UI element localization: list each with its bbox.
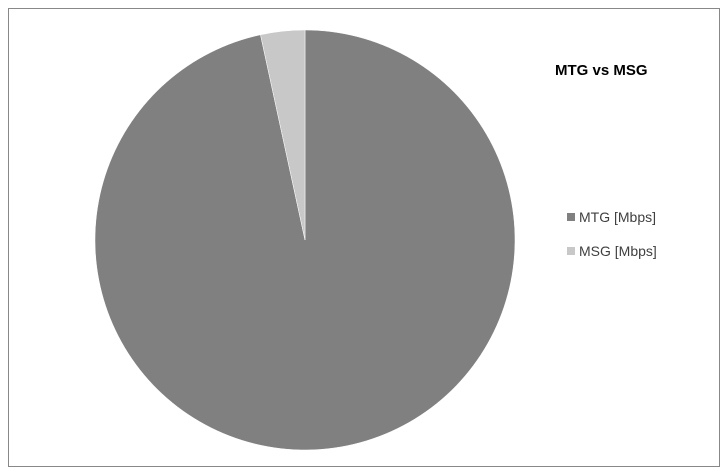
legend-label-msg: MSG [Mbps] [579,243,657,259]
legend-swatch-mtg [567,213,575,221]
chart-title: MTG vs MSG [555,62,648,79]
legend-label-mtg: MTG [Mbps] [579,209,656,225]
legend: MTG [Mbps] MSG [Mbps] [567,209,657,277]
legend-swatch-msg [567,247,575,255]
legend-item-msg: MSG [Mbps] [567,243,657,259]
legend-item-mtg: MTG [Mbps] [567,209,657,225]
